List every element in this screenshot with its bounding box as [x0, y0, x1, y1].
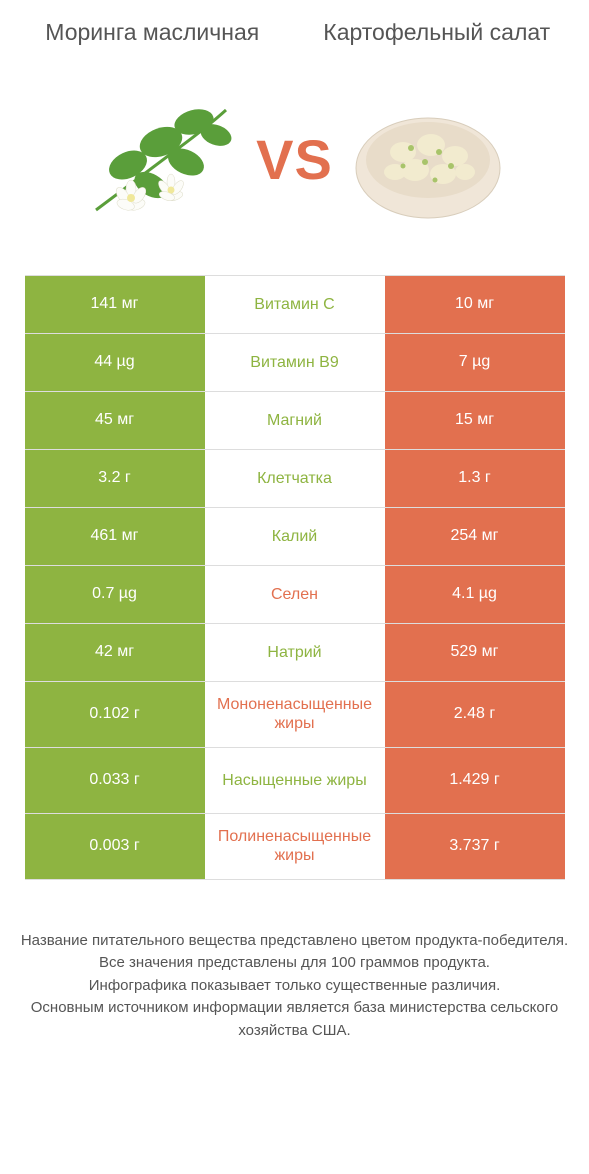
- right-value-cell: 2.48 г: [385, 682, 565, 747]
- left-value-cell: 44 µg: [25, 334, 205, 391]
- nutrient-name-cell: Магний: [205, 392, 385, 449]
- nutrient-name-cell: Насыщенные жиры: [205, 748, 385, 813]
- nutrient-name-cell: Селен: [205, 566, 385, 623]
- nutrient-name-cell: Клетчатка: [205, 450, 385, 507]
- comparison-table: 141 мгВитамин C10 мг44 µgВитамин B97 µg4…: [25, 275, 565, 880]
- table-row: 0.003 гПолиненасыщенные жиры3.737 г: [25, 814, 565, 880]
- footer-line: Все значения представлены для 100 граммо…: [20, 952, 569, 975]
- nutrient-name-cell: Витамин C: [205, 276, 385, 333]
- table-row: 45 мгМагний15 мг: [25, 392, 565, 450]
- nutrient-name-cell: Калий: [205, 508, 385, 565]
- left-value-cell: 0.7 µg: [25, 566, 205, 623]
- images-row: VS: [0, 55, 589, 275]
- table-row: 0.102 гМононенасыщенные жиры2.48 г: [25, 682, 565, 748]
- right-value-cell: 1.429 г: [385, 748, 565, 813]
- table-row: 3.2 гКлетчатка1.3 г: [25, 450, 565, 508]
- footer-line: Название питательного вещества представл…: [20, 930, 569, 953]
- right-value-cell: 4.1 µg: [385, 566, 565, 623]
- left-value-cell: 45 мг: [25, 392, 205, 449]
- table-row: 0.033 гНасыщенные жиры1.429 г: [25, 748, 565, 814]
- vs-label: VS: [256, 127, 333, 192]
- header: Моринга масличная Картофельный салат: [0, 0, 589, 55]
- table-row: 42 мгНатрий529 мг: [25, 624, 565, 682]
- right-food-title: Картофельный салат: [295, 18, 580, 47]
- left-value-cell: 461 мг: [25, 508, 205, 565]
- footer-line: Основным источником информации является …: [20, 997, 569, 1042]
- table-row: 141 мгВитамин C10 мг: [25, 276, 565, 334]
- left-value-cell: 3.2 г: [25, 450, 205, 507]
- moringa-illustration: [76, 85, 246, 235]
- table-row: 44 µgВитамин B97 µg: [25, 334, 565, 392]
- footer-notes: Название питательного вещества представл…: [0, 880, 589, 1063]
- left-value-cell: 141 мг: [25, 276, 205, 333]
- right-value-cell: 15 мг: [385, 392, 565, 449]
- nutrient-name-cell: Витамин B9: [205, 334, 385, 391]
- potato-salad-illustration: [343, 85, 513, 235]
- nutrient-name-cell: Полиненасыщенные жиры: [205, 814, 385, 879]
- footer-line: Инфографика показывает только существенн…: [20, 975, 569, 998]
- nutrient-name-cell: Натрий: [205, 624, 385, 681]
- right-value-cell: 529 мг: [385, 624, 565, 681]
- table-row: 461 мгКалий254 мг: [25, 508, 565, 566]
- left-value-cell: 0.003 г: [25, 814, 205, 879]
- table-row: 0.7 µgСелен4.1 µg: [25, 566, 565, 624]
- right-value-cell: 1.3 г: [385, 450, 565, 507]
- left-value-cell: 42 мг: [25, 624, 205, 681]
- left-value-cell: 0.033 г: [25, 748, 205, 813]
- left-food-title: Моринга масличная: [10, 18, 295, 47]
- right-value-cell: 7 µg: [385, 334, 565, 391]
- left-value-cell: 0.102 г: [25, 682, 205, 747]
- nutrient-name-cell: Мононенасыщенные жиры: [205, 682, 385, 747]
- right-value-cell: 3.737 г: [385, 814, 565, 879]
- right-value-cell: 254 мг: [385, 508, 565, 565]
- right-value-cell: 10 мг: [385, 276, 565, 333]
